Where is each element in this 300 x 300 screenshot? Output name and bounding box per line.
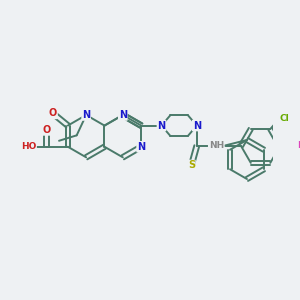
Text: N: N — [119, 110, 127, 120]
Text: N: N — [137, 142, 145, 152]
Text: N: N — [193, 121, 201, 130]
Text: HO: HO — [21, 142, 36, 151]
Text: H: H — [214, 141, 221, 150]
Text: Cl: Cl — [280, 114, 290, 123]
Text: N: N — [158, 121, 166, 130]
Text: O: O — [49, 108, 57, 118]
Text: O: O — [43, 125, 51, 135]
Text: N: N — [82, 110, 90, 120]
Text: F: F — [297, 141, 300, 150]
Text: NH: NH — [209, 141, 224, 150]
Text: S: S — [188, 160, 195, 170]
